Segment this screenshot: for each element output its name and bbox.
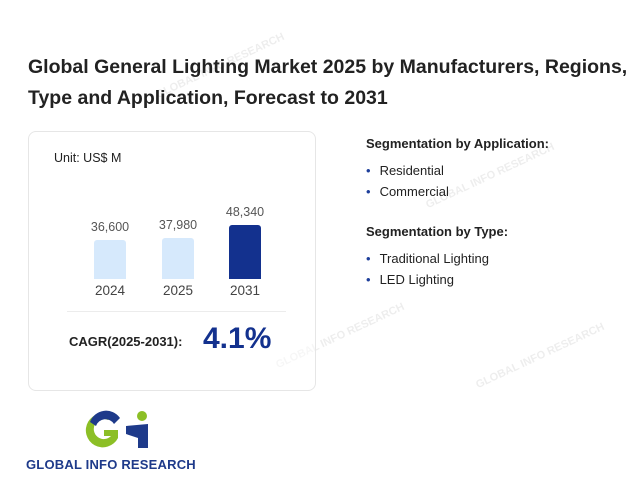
bar-value-label: 37,980 <box>158 217 198 232</box>
list-item: Commercial <box>366 184 549 199</box>
bar-value-label: 48,340 <box>225 205 265 219</box>
bar-2024 <box>94 239 126 279</box>
segmentation-application: Segmentation by Application: Residential… <box>366 136 549 205</box>
x-tick-label: 2024 <box>94 283 126 298</box>
segmentation-type: Segmentation by Type: Traditional Lighti… <box>366 224 508 293</box>
unit-label: Unit: US$ M <box>54 151 122 165</box>
watermark: GLOBAL INFO RESEARCH <box>474 320 607 392</box>
cagr-label: CAGR(2025-2031): <box>69 334 183 349</box>
x-tick-label: 2031 <box>229 283 261 298</box>
market-size-card: Unit: US$ M 36,600 2024 37,980 2025 48,340 20… <box>28 131 316 391</box>
list-item: LED Lighting <box>366 272 508 287</box>
logo-text: GLOBAL INFO RESEARCH <box>26 457 196 472</box>
bar-2031 <box>229 225 261 279</box>
bar-2025 <box>162 237 194 279</box>
company-logo: GLOBAL INFO RESEARCH <box>26 408 202 472</box>
x-tick-label: 2025 <box>162 283 194 298</box>
divider <box>67 311 286 312</box>
list-item: Traditional Lighting <box>366 251 508 266</box>
page-title: Global General Lighting Market 2025 by M… <box>28 56 628 109</box>
gi-logo-icon <box>85 410 148 448</box>
cagr-value: 4.1% <box>203 322 272 355</box>
segment-heading: Segmentation by Type: <box>366 224 509 239</box>
segment-heading: Segmentation by Application: <box>366 136 549 151</box>
bar-value-label: 36,600 <box>90 219 130 234</box>
list-item: Residential <box>366 163 549 178</box>
